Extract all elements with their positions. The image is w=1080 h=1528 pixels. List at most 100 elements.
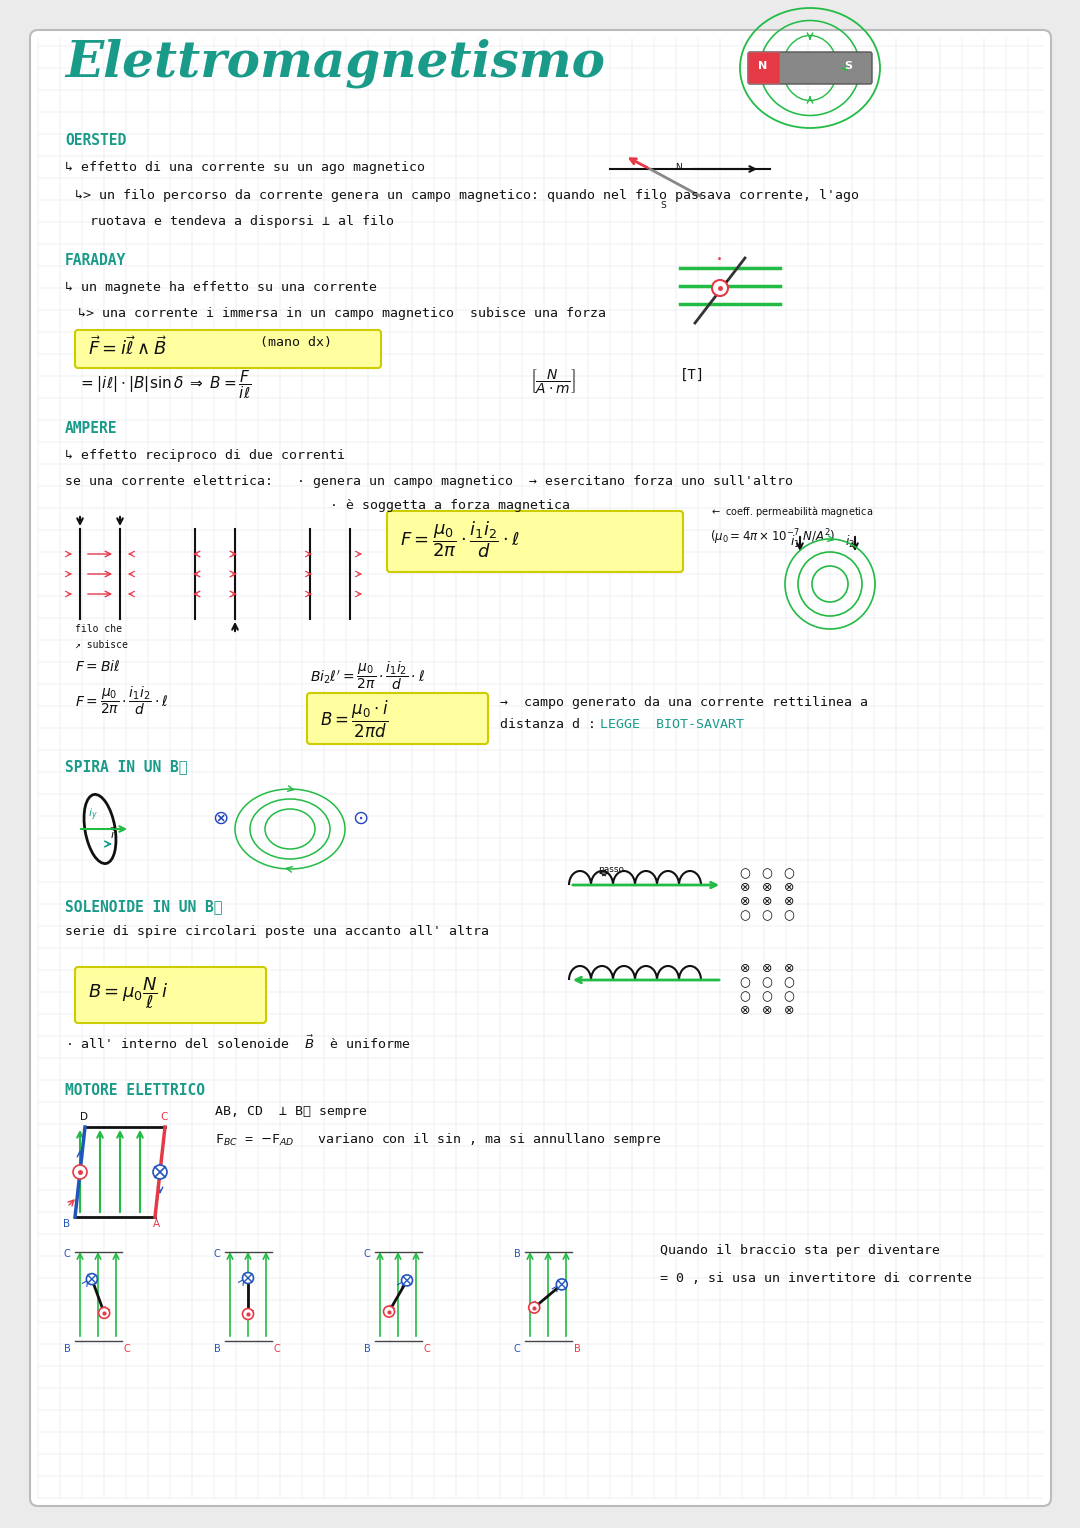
Circle shape [73,1164,87,1180]
Text: $F = \dfrac{\mu_0}{2\pi} \cdot \dfrac{i_1 i_2}{d} \cdot \ell$: $F = \dfrac{\mu_0}{2\pi} \cdot \dfrac{i_… [75,685,168,717]
Text: C: C [364,1248,370,1259]
FancyBboxPatch shape [307,694,488,744]
Text: B: B [514,1248,521,1259]
Text: ⊗: ⊗ [784,895,794,908]
Text: B: B [364,1345,370,1354]
Text: N: N [758,61,767,70]
Text: Quando il braccio sta per diventare: Quando il braccio sta per diventare [660,1244,940,1258]
Text: $\vec{i}$: $\vec{i}$ [110,825,117,840]
Text: B: B [214,1345,220,1354]
Text: AB, CD  ⊥ B⃗ sempre: AB, CD ⊥ B⃗ sempre [215,1105,367,1118]
Text: ○: ○ [784,990,795,1002]
Text: ↳> una corrente i immersa in un campo magnetico  subisce una forza: ↳> una corrente i immersa in un campo ma… [78,307,606,319]
Text: S: S [843,61,852,70]
FancyBboxPatch shape [748,52,872,84]
Text: ⊗: ⊗ [784,882,794,894]
FancyBboxPatch shape [748,52,780,84]
Text: $\left[\dfrac{N}{A \cdot m}\right]$: $\left[\dfrac{N}{A \cdot m}\right]$ [530,368,576,396]
Text: ruotava e tendeva a disporsi ⊥ al filo: ruotava e tendeva a disporsi ⊥ al filo [90,215,394,228]
Text: F$_{BC}$ = $-$F$_{AD}$   variano con il sin , ma si annullano sempre: F$_{BC}$ = $-$F$_{AD}$ variano con il si… [215,1131,661,1148]
Text: passo: passo [598,865,624,874]
Text: ↳ effetto di una corrente su un ago magnetico: ↳ effetto di una corrente su un ago magn… [65,160,426,174]
Text: $B = \dfrac{\mu_0 \cdot i}{2\pi d}$: $B = \dfrac{\mu_0 \cdot i}{2\pi d}$ [320,698,389,740]
Circle shape [243,1308,254,1320]
Text: C: C [64,1248,71,1259]
Text: serie di spire circolari poste una accanto all' altra: serie di spire circolari poste una accan… [65,924,489,938]
Text: ⊗: ⊗ [784,963,794,975]
Text: $B = \mu_0 \dfrac{N}{\ell}\, i$: $B = \mu_0 \dfrac{N}{\ell}\, i$ [87,975,168,1010]
Text: $\leftarrow$ coeff. permeabilità magnetica: $\leftarrow$ coeff. permeabilità magneti… [710,504,874,520]
Text: · è soggetta a forza magnetica: · è soggetta a forza magnetica [330,500,570,512]
Text: ⊗: ⊗ [761,895,772,908]
Text: $= |i\ell| \cdot |B| \sin\delta \;\Rightarrow\; B = \dfrac{F}{i\ell}$: $= |i\ell| \cdot |B| \sin\delta \;\Right… [78,368,252,400]
Text: ⊙: ⊙ [352,808,368,828]
Text: ○: ○ [761,866,772,880]
Text: SPIRA IN UN B⃗: SPIRA IN UN B⃗ [65,759,188,775]
Circle shape [243,1273,254,1284]
Text: [T]: [T] [680,368,705,382]
Text: distanza d :: distanza d : [500,718,596,730]
Circle shape [529,1302,540,1313]
Text: $F = \dfrac{\mu_0}{2\pi} \cdot \dfrac{i_1 i_2}{d} \cdot \ell$: $F = \dfrac{\mu_0}{2\pi} \cdot \dfrac{i_… [400,520,521,559]
Text: $Bi_2\ell' = \dfrac{\mu_0}{2\pi} \cdot \dfrac{i_1 i_2}{d} \cdot \ell$: $Bi_2\ell' = \dfrac{\mu_0}{2\pi} \cdot \… [310,659,424,692]
Text: ○: ○ [761,990,772,1002]
Text: $i_y$: $i_y$ [87,807,98,824]
Text: se una corrente elettrica:   · genera un campo magnetico  → esercitano forza uno: se una corrente elettrica: · genera un c… [65,475,793,487]
Text: LEGGE  BIOT-SAVART: LEGGE BIOT-SAVART [600,718,744,730]
Text: ⊗: ⊗ [761,1004,772,1018]
Circle shape [153,1164,167,1180]
Text: B: B [573,1345,581,1354]
Text: ⊗: ⊗ [212,808,228,828]
Text: B: B [63,1219,70,1229]
Text: $\vec{F} = i\vec{\ell} \wedge \vec{B}$: $\vec{F} = i\vec{\ell} \wedge \vec{B}$ [87,336,167,359]
Text: OERSTED: OERSTED [65,133,126,148]
Text: (mano dx): (mano dx) [260,336,332,348]
Text: ○: ○ [761,909,772,921]
Text: = 0 , si usa un invertitore di corrente: = 0 , si usa un invertitore di corrente [660,1271,972,1285]
Text: $i_1$: $i_1$ [789,533,800,550]
Text: ⊗: ⊗ [761,882,772,894]
Text: ⊗: ⊗ [761,963,772,975]
Text: ○: ○ [740,990,751,1002]
Text: ○: ○ [740,976,751,989]
Text: $(\mu_0 = 4\pi \times 10^{-7}\ N/A^2)$: $(\mu_0 = 4\pi \times 10^{-7}\ N/A^2)$ [710,527,835,547]
Text: ⊗: ⊗ [740,895,751,908]
Text: MOTORE ELETTRICO: MOTORE ELETTRICO [65,1083,205,1099]
Text: ○: ○ [740,909,751,921]
Text: ↳ un magnete ha effetto su una corrente: ↳ un magnete ha effetto su una corrente [65,281,377,293]
Circle shape [383,1306,394,1317]
Circle shape [402,1274,413,1287]
Text: · all' interno del solenoide  $\vec{B}$  è uniforme: · all' interno del solenoide $\vec{B}$ è… [65,1034,410,1053]
Circle shape [556,1279,567,1290]
Text: ↗ subisce: ↗ subisce [75,640,127,649]
Circle shape [712,280,728,296]
Text: ○: ○ [761,976,772,989]
FancyBboxPatch shape [75,330,381,368]
FancyBboxPatch shape [75,967,266,1024]
Text: ↳> un filo percorso da corrente genera un campo magnetico: quando nel filo passa: ↳> un filo percorso da corrente genera u… [75,189,859,202]
Text: C: C [214,1248,220,1259]
Text: filo che: filo che [75,623,122,634]
Text: N: N [675,163,681,173]
Text: ⊗: ⊗ [740,882,751,894]
Circle shape [86,1273,97,1285]
Text: B: B [64,1345,71,1354]
Text: C: C [514,1345,521,1354]
Text: C: C [124,1345,131,1354]
Text: AMPERE: AMPERE [65,422,118,435]
Text: C: C [274,1345,281,1354]
Text: SOLENOIDE IN UN B⃗: SOLENOIDE IN UN B⃗ [65,898,222,914]
Text: C: C [424,1345,431,1354]
Text: ○: ○ [784,909,795,921]
Text: ○: ○ [740,866,751,880]
Text: ·: · [716,251,723,270]
Text: C: C [160,1112,167,1122]
FancyBboxPatch shape [387,510,683,571]
Text: ⊗: ⊗ [740,1004,751,1018]
Text: →  campo generato da una corrente rettilinea a: → campo generato da una corrente rettili… [500,695,868,709]
Text: ↳ effetto reciproco di due correnti: ↳ effetto reciproco di due correnti [65,449,345,461]
Text: $F = Bi\ell$: $F = Bi\ell$ [75,659,120,674]
Text: A: A [153,1219,160,1229]
Circle shape [98,1308,110,1319]
Text: FARADAY: FARADAY [65,254,126,267]
